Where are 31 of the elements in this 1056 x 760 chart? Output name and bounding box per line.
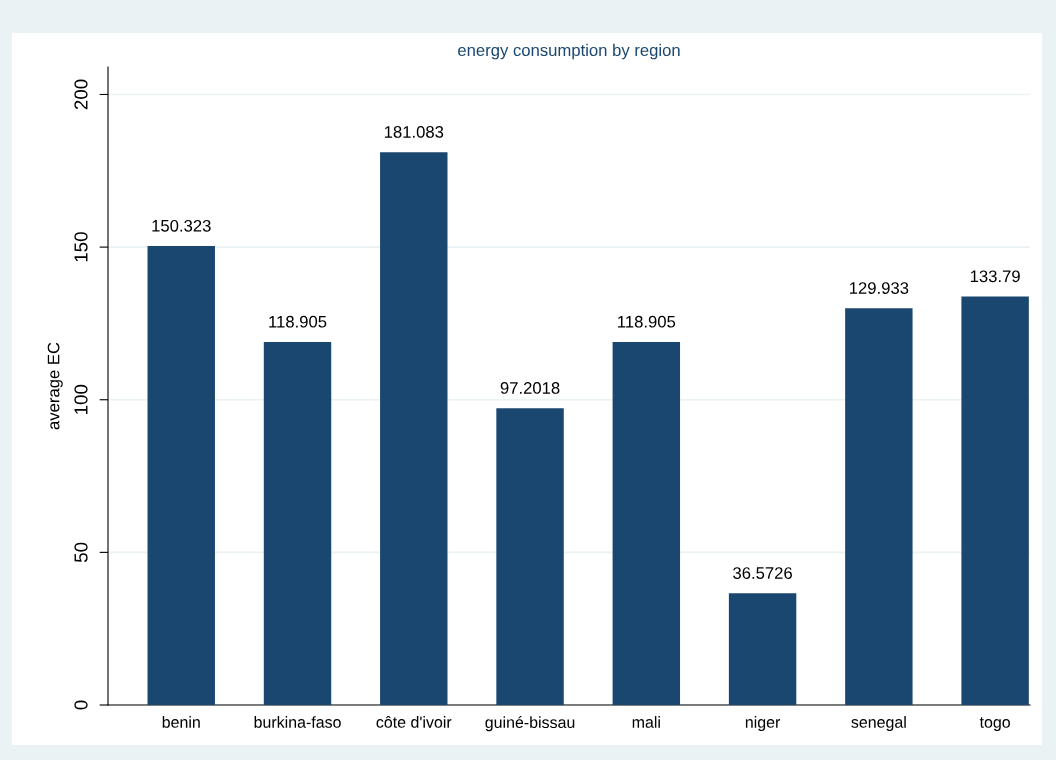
x-tick-label: côte d'ivoir <box>376 716 452 728</box>
x-tick-label: mali <box>632 716 660 728</box>
y-tick-label: 50 <box>74 542 88 563</box>
x-tick-label: togo <box>979 717 1010 731</box>
bar <box>380 152 448 705</box>
data-label: 150.323 <box>152 219 211 232</box>
bar <box>612 342 681 705</box>
bar <box>147 246 215 705</box>
x-tick-label: benin <box>162 716 200 728</box>
bar <box>263 342 332 705</box>
chart-title: energy consumption by region <box>458 43 680 60</box>
bar <box>845 308 913 705</box>
x-tick-label: guiné-bissau <box>485 716 575 732</box>
data-label: 36.5726 <box>733 567 792 579</box>
data-label: 118.905 <box>269 315 327 328</box>
y-tick-label: 100 <box>74 384 88 414</box>
data-label: 129.933 <box>850 282 909 294</box>
x-tick-label: senegal <box>851 716 906 731</box>
bar <box>496 408 564 705</box>
y-tick-label: 200 <box>74 79 88 110</box>
x-tick-label: burkina-faso <box>254 716 341 728</box>
y-tick-label: 0 <box>74 700 88 710</box>
x-tick-label: niger <box>745 716 781 731</box>
data-label: 118.905 <box>618 315 676 328</box>
bar <box>961 296 1029 705</box>
data-label: 181.083 <box>384 126 444 138</box>
bar <box>728 593 797 705</box>
y-tick-label: 150 <box>74 232 88 262</box>
y-axis-title: average EC <box>47 342 63 430</box>
data-label: 133.79 <box>970 270 1020 283</box>
data-label: 97.2018 <box>500 382 560 394</box>
